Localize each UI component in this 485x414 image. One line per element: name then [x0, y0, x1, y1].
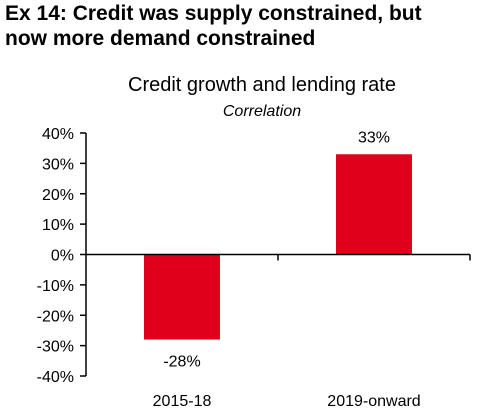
- bar-2015-18: [144, 254, 220, 340]
- y-tick-label-40%: 40%: [42, 126, 74, 143]
- exhibit-title-line-1: Ex 14: Credit was supply constrained, bu…: [5, 2, 422, 25]
- x-tick-label-2019-onward: 2019-onward: [327, 393, 420, 410]
- y-tick-label--20%: -20%: [37, 308, 74, 325]
- y-tick-label--30%: -30%: [37, 339, 74, 356]
- y-tick-label-10%: 10%: [42, 217, 74, 234]
- bars-group: [144, 154, 412, 340]
- labels-group: -28% 2015-18 33% 2019-onward 40% 30% 20% 10% 0% -…: [37, 126, 421, 410]
- y-tick-label--40%: -40%: [37, 369, 74, 386]
- bar-2019-onward: [336, 154, 412, 255]
- data-label-2019-onward: 33%: [358, 129, 390, 146]
- y-tick-label-20%: 20%: [42, 187, 74, 204]
- data-label-2015-18: -28%: [163, 354, 200, 371]
- axes-group: [80, 132, 471, 377]
- y-tick-label-30%: 30%: [42, 156, 74, 173]
- exhibit-title-line-2: now more demand constrained: [5, 27, 316, 50]
- exhibit-title: Ex 14: Credit was supply constrained, bu…: [5, 1, 480, 51]
- chart-title: Credit growth and lending rate: [128, 74, 396, 96]
- y-tick-label-0%: 0%: [51, 248, 74, 265]
- chart-subtitle: Correlation: [223, 103, 301, 120]
- x-tick-label-2015-18: 2015-18: [153, 393, 212, 410]
- y-tick-label--10%: -10%: [37, 278, 74, 295]
